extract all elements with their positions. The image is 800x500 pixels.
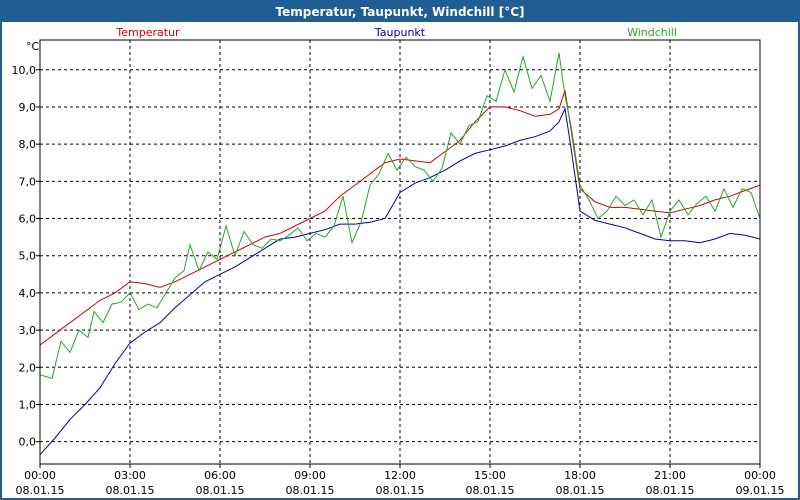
- y-tick-label: 5,0: [19, 250, 37, 263]
- y-tick-label: 10,0: [12, 64, 37, 77]
- x-tick-time: 06:00: [204, 469, 236, 482]
- x-tick-date: 08.01.15: [16, 484, 65, 497]
- y-tick-label: 8,0: [19, 138, 37, 151]
- x-tick-time: 18:00: [564, 469, 596, 482]
- x-tick-date: 08.01.15: [106, 484, 155, 497]
- x-tick-date: 08.01.15: [376, 484, 425, 497]
- legend-temperatur: Temperatur: [115, 26, 180, 39]
- y-axis-unit-label: °C: [26, 40, 40, 53]
- x-tick-time: 03:00: [114, 469, 146, 482]
- x-axis-ticks: 00:00 08.01.15 03:00 08.01.15 06:00 08.01.15 0…: [16, 464, 785, 497]
- x-tick-date: 08.01.15: [196, 484, 245, 497]
- y-axis-ticks: 0,0 1,0 2,0 3,0 4,0 5,0 6,0 7,0 8,0 9,0 10,0: [12, 64, 40, 449]
- x-tick-time: 00:00: [24, 469, 56, 482]
- y-tick-label: 9,0: [19, 101, 37, 114]
- series-line-windchill: [39, 52, 761, 380]
- y-tick-label: 1,0: [19, 398, 37, 411]
- legend-taupunkt: Taupunkt: [374, 26, 426, 39]
- y-tick-label: 6,0: [19, 213, 37, 226]
- y-tick-label: 2,0: [19, 361, 37, 374]
- x-tick-time: 21:00: [654, 469, 686, 482]
- series-layer: [39, 52, 761, 456]
- x-tick-time: 00:00: [744, 469, 776, 482]
- y-tick-label: 7,0: [19, 175, 37, 188]
- window-title: Temperatur, Taupunkt, Windchill [°C]: [2, 2, 798, 22]
- series-line-temperatur: [39, 90, 761, 346]
- y-tick-label: 0,0: [19, 436, 37, 449]
- x-tick-time: 12:00: [384, 469, 416, 482]
- x-tick-date: 08.01.15: [466, 484, 515, 497]
- legend-windchill: Windchill: [627, 26, 677, 39]
- series-line-taupunkt: [39, 107, 761, 456]
- x-tick-date: 08.01.15: [646, 484, 695, 497]
- x-tick-date: 09.01.15: [736, 484, 785, 497]
- y-tick-label: 4,0: [19, 287, 37, 300]
- x-tick-time: 09:00: [294, 469, 326, 482]
- y-tick-label: 3,0: [19, 324, 37, 337]
- x-tick-time: 15:00: [474, 469, 506, 482]
- x-tick-date: 08.01.15: [556, 484, 605, 497]
- grid: [40, 40, 760, 464]
- x-tick-date: 08.01.15: [286, 484, 335, 497]
